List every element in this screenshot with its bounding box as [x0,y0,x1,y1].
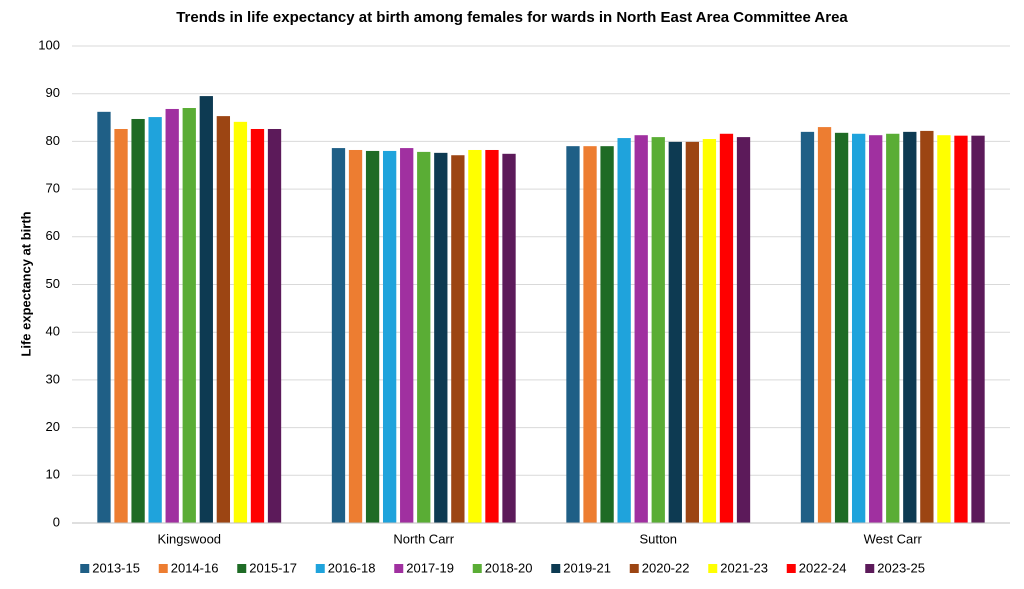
y-tick-label: 50 [46,276,60,291]
bar [267,128,282,524]
bar [886,133,900,523]
legend-swatch [865,564,875,573]
bar [468,149,482,523]
bar [869,135,883,523]
y-tick-label: 30 [46,371,60,386]
bar [834,132,849,523]
bar [485,149,499,523]
legend-swatch [315,564,325,573]
bar [348,149,363,523]
bar [651,137,665,523]
legend-label: 2018-20 [485,560,533,575]
legend-label: 2020-22 [642,560,690,575]
bar [920,130,934,523]
legend-swatch [394,564,404,573]
bar [937,135,951,523]
legend-label: 2017-19 [406,560,454,575]
bar [400,148,414,523]
bar [634,135,648,523]
bar [250,128,265,524]
bar [600,146,614,524]
chart-title: Trends in life expectancy at birth among… [176,9,848,26]
bar [331,148,346,523]
legend-swatch [551,564,561,573]
x-tick-label: West Carr [864,531,923,546]
bar [182,108,196,523]
bar [719,133,734,523]
legend-swatch [158,564,168,573]
legend-label: 2013-15 [92,560,140,575]
y-tick-label: 90 [46,85,60,100]
bar [583,146,597,524]
bar [954,135,968,523]
bar [617,138,631,523]
legend-swatch [237,564,247,573]
legend-swatch [786,564,796,573]
bar [817,127,832,523]
legend-swatch [80,564,90,573]
y-tick-label: 20 [46,419,60,434]
bar [800,131,815,524]
bar [365,150,380,523]
bar [434,152,448,523]
bar [668,141,682,523]
legend-label: 2023-25 [877,560,925,575]
y-axis-label: Life expectancy at birth [18,211,33,356]
legend-label: 2014-16 [171,560,219,575]
bar [382,150,397,523]
bar [131,118,145,523]
bar [903,131,917,524]
bar [502,153,516,523]
legend-label: 2021-23 [720,560,768,575]
bar [417,151,431,524]
y-tick-label: 0 [53,514,60,529]
bar [971,135,985,523]
y-tick-label: 10 [46,467,60,482]
y-tick-label: 60 [46,228,60,243]
bar [233,121,248,523]
legend-swatch [629,564,639,573]
x-tick-label: Sutton [639,531,677,546]
bar [851,133,866,523]
legend-label: 2015-17 [249,560,297,575]
bar [702,139,717,523]
y-tick-label: 80 [46,133,60,148]
bar [685,141,700,523]
y-tick-label: 100 [38,37,60,52]
bar [566,146,580,524]
bar [97,111,111,524]
bar [165,108,179,524]
legend-label: 2022-24 [799,560,847,575]
bar [736,137,751,523]
y-tick-label: 70 [46,181,60,196]
x-tick-label: North Carr [393,531,454,546]
y-tick-label: 40 [46,324,60,339]
legend-swatch [472,564,482,573]
bar [216,116,231,523]
bar [114,128,128,524]
bar [199,96,213,524]
legend-label: 2016-18 [328,560,376,575]
legend-label: 2019-21 [563,560,611,575]
legend-swatch [708,564,718,573]
bar [148,117,162,523]
bar [451,155,465,523]
x-tick-label: Kingswood [157,531,221,546]
